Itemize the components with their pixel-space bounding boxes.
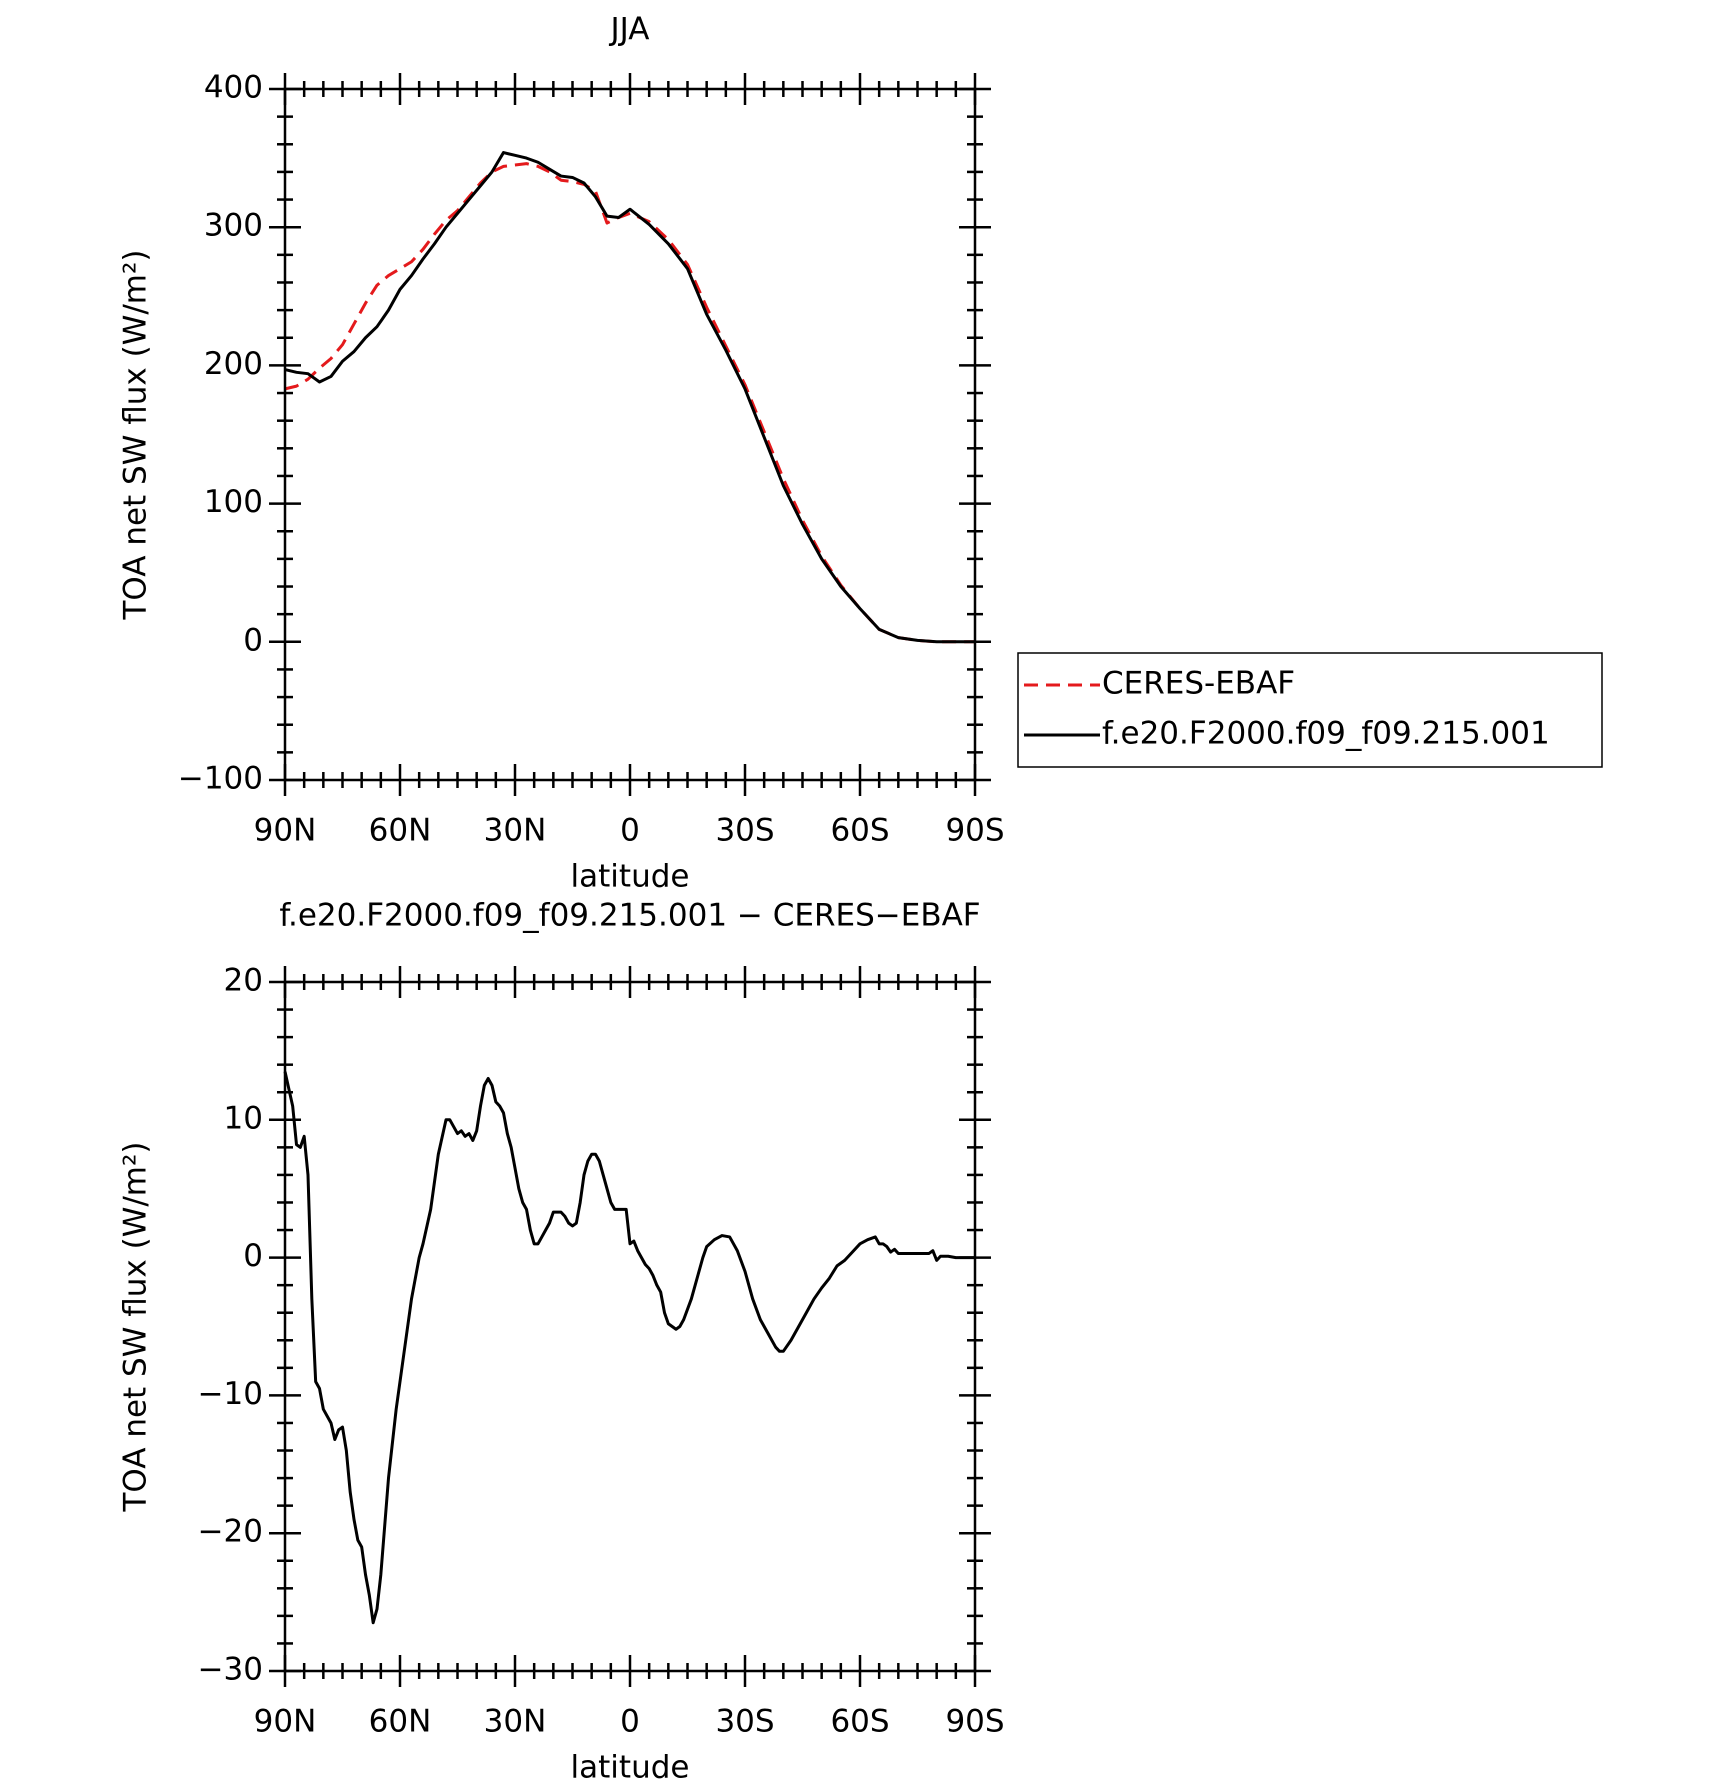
y-tick-label: −100	[178, 761, 263, 797]
y-tick-label: 200	[204, 346, 263, 382]
data-line	[284, 162, 975, 644]
data-line	[283, 1071, 975, 1625]
y-tick-label: 10	[224, 1100, 263, 1136]
x-tick-label: 60N	[369, 813, 432, 849]
legend-box	[1017, 652, 1603, 768]
x-tick-label: 30N	[484, 813, 547, 849]
x-tick-label: 30S	[715, 1704, 774, 1740]
x-tick-label: 90S	[945, 1704, 1004, 1740]
x-tick-label: 30S	[715, 813, 774, 849]
y-tick-label: −20	[198, 1514, 263, 1550]
legend-label: CERES-EBAF	[1102, 666, 1295, 702]
chart-title: f.e20.F2000.f09_f09.215.001 − CERES−EBAF	[279, 898, 980, 934]
y-tick-label: 300	[204, 208, 263, 244]
y-tick-label: 400	[204, 70, 263, 106]
x-tick-label: 90N	[254, 1704, 317, 1740]
x-tick-label: 60S	[830, 813, 889, 849]
x-tick-label: 30N	[484, 1704, 547, 1740]
y-tick-label: 20	[224, 963, 263, 999]
plot-frame	[283, 87, 977, 782]
x-tick-label: 90S	[945, 813, 1004, 849]
y-axis-label: TOA net SW flux (W/m²)	[118, 1141, 154, 1512]
y-tick-label: 100	[204, 484, 263, 520]
y-tick-label: −10	[198, 1376, 263, 1412]
plot-frame	[283, 980, 977, 1673]
y-tick-label: 0	[243, 622, 263, 658]
x-tick-label: 60S	[830, 1704, 889, 1740]
x-tick-label: 0	[620, 813, 640, 849]
data-line	[284, 151, 975, 644]
y-tick-label: −30	[198, 1652, 263, 1688]
x-axis-label: latitude	[571, 1750, 690, 1786]
legend-label: f.e20.F2000.f09_f09.215.001	[1102, 716, 1550, 752]
chart-title: JJA	[609, 12, 650, 48]
x-tick-label: 0	[620, 1704, 640, 1740]
y-tick-label: 0	[243, 1238, 263, 1274]
x-tick-label: 60N	[369, 1704, 432, 1740]
x-tick-label: 90N	[254, 813, 317, 849]
x-axis-label: latitude	[571, 859, 690, 895]
y-axis-label: TOA net SW flux (W/m²)	[118, 249, 154, 620]
